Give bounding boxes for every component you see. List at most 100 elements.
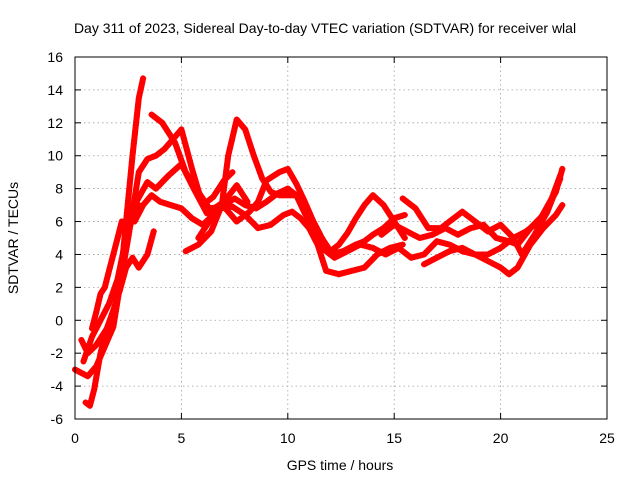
data-point-marker <box>556 177 563 184</box>
data-point-marker <box>101 284 108 291</box>
x-tick-label: 20 <box>493 430 509 446</box>
x-tick-label: 5 <box>178 430 186 446</box>
data-point-marker <box>502 237 509 244</box>
data-point-marker <box>329 269 336 276</box>
data-point-marker <box>93 309 100 315</box>
data-point-marker <box>89 391 96 398</box>
data-point-marker <box>180 134 187 141</box>
data-point-marker <box>144 156 151 162</box>
data-point-marker <box>351 267 358 274</box>
data-point-marker <box>452 246 459 253</box>
data-point-marker <box>121 270 128 277</box>
data-point-marker <box>270 190 277 196</box>
data-point-marker <box>103 325 110 332</box>
data-point-marker <box>94 303 101 309</box>
data-point-marker <box>94 306 100 312</box>
data-point-marker <box>181 137 188 144</box>
data-point-marker <box>553 186 560 192</box>
data-point-marker <box>348 267 355 274</box>
data-point-marker <box>106 300 112 307</box>
data-point-marker <box>242 126 249 133</box>
data-point-marker <box>80 358 87 365</box>
data-point-marker <box>84 347 91 354</box>
data-point-marker <box>188 163 195 170</box>
series-line <box>399 175 564 258</box>
data-point-marker <box>182 140 189 147</box>
data-point-marker <box>280 212 287 218</box>
data-point-marker <box>115 290 122 297</box>
data-point-marker <box>92 311 99 318</box>
axis-layer: 0 5 10 15 20 25 -6 -4 -2 0 2 4 6 8 10 12 14 16 <box>47 49 615 446</box>
data-point-marker <box>342 269 349 276</box>
data-point-marker <box>279 168 286 175</box>
data-point-marker <box>499 236 506 243</box>
data-point-marker <box>108 313 115 320</box>
data-point-marker <box>230 131 237 138</box>
data-point-marker <box>559 165 566 172</box>
data-point-marker <box>317 250 324 257</box>
data-point-marker <box>162 200 169 207</box>
data-point-marker <box>401 212 408 218</box>
data-point-marker <box>208 228 215 235</box>
plot-frame <box>74 56 608 420</box>
data-point-marker <box>554 183 561 190</box>
data-point-marker <box>176 151 183 158</box>
data-point-marker <box>186 154 192 161</box>
x-tick-label: 15 <box>386 430 402 446</box>
data-point-marker <box>345 268 352 275</box>
data-point-marker <box>175 148 182 155</box>
data-point-marker <box>426 232 433 239</box>
data-point-marker <box>558 168 565 175</box>
data-point-marker <box>105 322 111 329</box>
data-point-marker <box>355 266 361 273</box>
data-point-marker <box>89 325 95 332</box>
series-line <box>148 111 408 255</box>
data-point-marker <box>228 140 235 147</box>
data-point-marker <box>363 243 370 250</box>
data-point-marker <box>148 237 155 244</box>
series-track-7 <box>195 203 406 278</box>
data-point-marker <box>358 265 365 272</box>
data-point-marker <box>399 241 406 248</box>
data-point-marker <box>106 267 112 274</box>
data-point-marker <box>229 169 236 176</box>
data-point-marker <box>232 122 239 129</box>
data-point-marker <box>96 297 103 303</box>
data-point-marker <box>86 342 93 348</box>
data-point-marker <box>183 143 189 150</box>
data-point-marker <box>133 207 140 214</box>
data-point-marker <box>508 239 515 246</box>
data-point-marker <box>440 239 447 246</box>
y-tick-label: -2 <box>51 345 64 361</box>
data-point-marker <box>179 132 186 138</box>
data-point-marker <box>243 129 250 136</box>
data-point-marker <box>255 225 261 232</box>
data-point-marker <box>103 276 110 283</box>
data-point-marker <box>113 278 120 285</box>
y-tick-label: 6 <box>55 214 63 230</box>
data-point-marker <box>555 180 562 187</box>
data-point-marker <box>249 149 256 156</box>
data-point-marker <box>323 267 330 274</box>
data-point-marker <box>107 316 114 323</box>
data-point-marker <box>506 238 513 245</box>
data-point-marker <box>113 240 120 247</box>
data-point-marker <box>408 254 415 261</box>
data-point-marker <box>97 350 104 357</box>
data-point-marker <box>396 213 403 220</box>
data-point-marker <box>172 139 178 146</box>
data-point-marker <box>101 334 108 341</box>
data-point-marker <box>225 152 232 159</box>
data-point-marker <box>283 210 290 217</box>
data-point-marker <box>314 241 321 248</box>
data-point-marker <box>113 237 120 244</box>
data-point-marker <box>273 191 280 198</box>
data-point-marker <box>332 270 339 277</box>
data-point-marker <box>129 215 136 222</box>
data-point-marker <box>102 281 109 288</box>
data-point-marker <box>81 371 88 378</box>
y-tick-label: 16 <box>47 49 63 65</box>
data-point-marker <box>319 256 326 263</box>
data-point-marker <box>231 125 238 132</box>
data-point-marker <box>267 188 274 195</box>
